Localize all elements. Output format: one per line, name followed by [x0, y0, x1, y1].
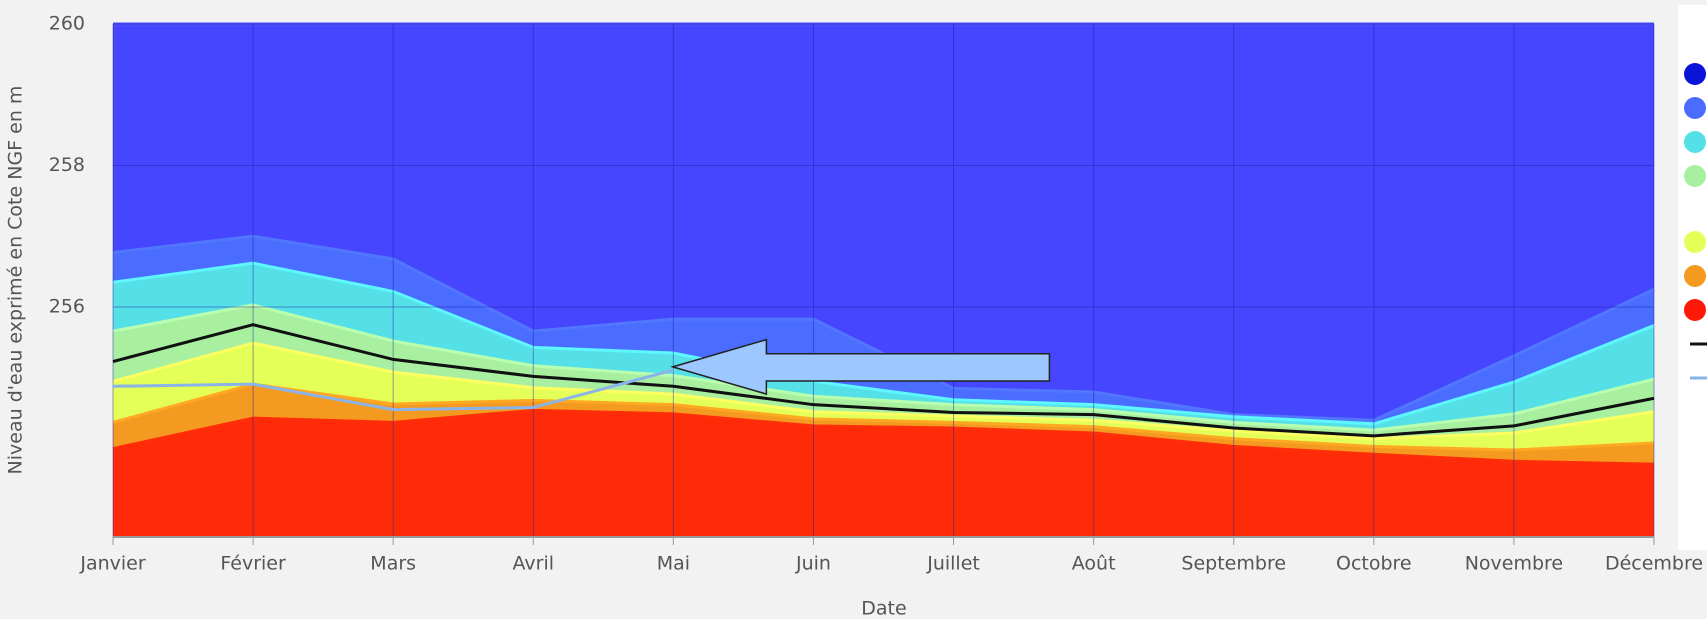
y-tick-label: 258	[49, 154, 85, 176]
x-tick-label: Mars	[370, 553, 416, 575]
x-tick-label: Janvier	[79, 553, 146, 575]
area-edge	[112, 341, 1655, 441]
area	[113, 410, 1654, 537]
legend-marker	[1684, 299, 1706, 321]
x-tick-label: Juillet	[926, 553, 980, 575]
legend-marker	[1684, 165, 1706, 187]
x-tick-label: Août	[1072, 553, 1116, 575]
legend-marker	[1684, 231, 1706, 253]
area-edge	[112, 303, 1655, 432]
area-edge	[112, 261, 1655, 426]
x-tick-label: Décembre	[1605, 553, 1703, 575]
line	[112, 368, 674, 412]
x-tick-label: Février	[220, 553, 286, 575]
x-tick-label: Juin	[795, 553, 831, 575]
x-tick-label: Octobre	[1336, 553, 1412, 575]
x-axis-title: Date	[861, 598, 906, 619]
y-tick-label: 256	[49, 296, 85, 318]
line	[112, 323, 1655, 438]
x-tick-label: Novembre	[1465, 553, 1563, 575]
y-tick-label: 260	[49, 13, 85, 35]
x-tick-label: Septembre	[1181, 553, 1286, 575]
x-tick-label: Mai	[657, 553, 690, 575]
legend-marker	[1684, 63, 1706, 85]
y-axis-title: Niveau d'eau exprimé en Cote NGF en m	[5, 86, 27, 475]
arrow	[670, 338, 1051, 396]
area-edge	[112, 408, 1655, 466]
legend-marker	[1684, 265, 1706, 287]
area-edge	[112, 382, 1655, 452]
legend-marker	[1684, 131, 1706, 153]
legend-marker	[1684, 97, 1706, 119]
x-tick-label: Avril	[513, 553, 555, 575]
